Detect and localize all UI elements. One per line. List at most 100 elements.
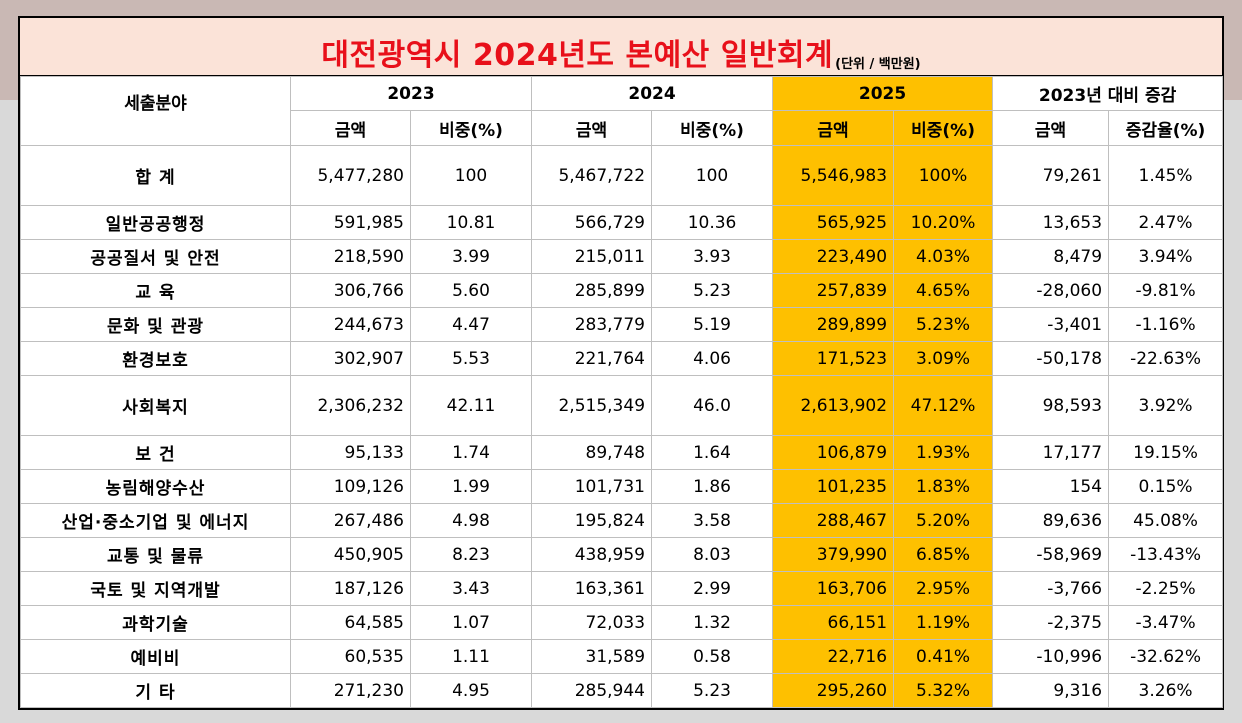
header-row-years: 세출분야 2023 2024 2025 2023년 대비 증감 (20, 76, 1224, 146)
ratio-2023: 5.53 (409, 341, 533, 376)
ratio-2023: 4.95 (409, 673, 533, 708)
amount-2024: 31,589 (531, 639, 653, 674)
amount-2024: 195,824 (531, 503, 653, 538)
table-row: 공공질서 및 안전 218,590 3.99 215,011 3.93 223,… (20, 239, 1224, 274)
ratio-2024: 3.93 (651, 239, 774, 274)
table-row: 과학기술 64,585 1.07 72,033 1.32 66,151 1.19… (20, 605, 1224, 640)
category-name: 사회복지 (20, 375, 291, 436)
amount-2023: 187,126 (290, 571, 411, 606)
ratio-2024: 2.99 (651, 571, 774, 606)
change-rate: 3.92% (1108, 375, 1224, 436)
amount-2025: 257,839 (772, 273, 895, 308)
amount-2024: 221,764 (531, 341, 653, 376)
ratio-2025: 100% (893, 145, 994, 206)
sub-amount: 금액 (772, 110, 895, 146)
header-2025: 2025 (772, 76, 994, 111)
amount-2023: 244,673 (290, 307, 411, 342)
amount-2025: 2,613,902 (772, 375, 895, 436)
sub-ratio: 비중(%) (651, 110, 774, 146)
ratio-2023: 1.07 (409, 605, 533, 640)
header-row-sub: 금액 비중(%) 금액 비중(%) 금액 비중(%) 금액 증감율(%) (21, 110, 1224, 146)
unit-note: (단위 / 백만원) (835, 57, 921, 72)
amount-2024: 89,748 (531, 435, 653, 470)
change-amount: -10,996 (992, 639, 1110, 674)
change-amount: 154 (992, 469, 1110, 504)
change-amount: 17,177 (992, 435, 1110, 470)
ratio-2023: 8.23 (409, 537, 533, 572)
ratio-2024: 4.06 (651, 341, 774, 376)
table-row: 교통 및 물류 450,905 8.23 438,959 8.03 379,99… (20, 537, 1224, 572)
title-bar: 대전광역시 2024년도 본예산 일반회계 (단위 / 백만원) (20, 18, 1222, 76)
table-row: 일반공공행정 591,985 10.81 566,729 10.36 565,9… (20, 205, 1224, 240)
table-row: 교 육 306,766 5.60 285,899 5.23 257,839 4.… (20, 273, 1224, 308)
amount-2025: 22,716 (772, 639, 895, 674)
change-rate: 45.08% (1108, 503, 1224, 538)
ratio-2023: 1.74 (409, 435, 533, 470)
ratio-2023: 100 (409, 145, 533, 206)
amount-2024: 285,899 (531, 273, 653, 308)
ratio-2025: 4.65% (893, 273, 994, 308)
budget-sheet: 대전광역시 2024년도 본예산 일반회계 (단위 / 백만원) 세출분야 202… (18, 16, 1224, 710)
amount-2025: 163,706 (772, 571, 895, 606)
ratio-2025: 5.23% (893, 307, 994, 342)
amount-2023: 5,477,280 (290, 145, 411, 206)
table-body: 합 계 5,477,280 100 5,467,722 100 5,546,98… (20, 145, 1224, 708)
amount-2024: 2,515,349 (531, 375, 653, 436)
ratio-2024: 1.32 (651, 605, 774, 640)
change-rate: 19.15% (1108, 435, 1224, 470)
amount-2025: 101,235 (772, 469, 895, 504)
change-amount: -58,969 (992, 537, 1110, 572)
amount-2023: 591,985 (290, 205, 411, 240)
change-rate: 1.45% (1108, 145, 1224, 206)
amount-2023: 450,905 (290, 537, 411, 572)
change-rate: -9.81% (1108, 273, 1224, 308)
ratio-2025: 0.41% (893, 639, 994, 674)
ratio-2025: 6.85% (893, 537, 994, 572)
sub-amount: 금액 (531, 110, 653, 146)
amount-2025: 289,899 (772, 307, 895, 342)
ratio-2024: 1.64 (651, 435, 774, 470)
category-name: 과학기술 (20, 605, 291, 640)
category-name: 산업·중소기업 및 에너지 (20, 503, 291, 538)
amount-2024: 163,361 (531, 571, 653, 606)
ratio-2023: 3.43 (409, 571, 533, 606)
ratio-2024: 1.86 (651, 469, 774, 504)
amount-2025: 288,467 (772, 503, 895, 538)
change-amount: 79,261 (992, 145, 1110, 206)
change-rate: -2.25% (1108, 571, 1224, 606)
category-name: 보 건 (20, 435, 291, 470)
category-name: 합 계 (20, 145, 291, 206)
amount-2024: 285,944 (531, 673, 653, 708)
change-rate: 3.26% (1108, 673, 1224, 708)
ratio-2024: 5.19 (651, 307, 774, 342)
category-name: 기 타 (20, 673, 291, 708)
table-row: 예비비 60,535 1.11 31,589 0.58 22,716 0.41%… (20, 639, 1224, 674)
table-row: 농림해양수산 109,126 1.99 101,731 1.86 101,235… (20, 469, 1224, 504)
ratio-2024: 46.0 (651, 375, 774, 436)
budget-table: 세출분야 2023 2024 2025 2023년 대비 증감 금액 비중(%)… (20, 76, 1224, 708)
change-amount: -3,766 (992, 571, 1110, 606)
ratio-2025: 5.20% (893, 503, 994, 538)
amount-2025: 106,879 (772, 435, 895, 470)
ratio-2024: 5.23 (651, 673, 774, 708)
amount-2023: 64,585 (290, 605, 411, 640)
amount-2024: 101,731 (531, 469, 653, 504)
ratio-2023: 10.81 (409, 205, 533, 240)
category-name: 공공질서 및 안전 (20, 239, 291, 274)
ratio-2023: 1.99 (409, 469, 533, 504)
category-name: 환경보호 (20, 341, 291, 376)
amount-2024: 283,779 (531, 307, 653, 342)
change-amount: 89,636 (992, 503, 1110, 538)
ratio-2024: 3.58 (651, 503, 774, 538)
amount-2025: 379,990 (772, 537, 895, 572)
change-amount: 13,653 (992, 205, 1110, 240)
header-2023: 2023 (289, 76, 533, 111)
amount-2023: 267,486 (290, 503, 411, 538)
change-amount: 8,479 (992, 239, 1110, 274)
ratio-2023: 1.11 (409, 639, 533, 674)
change-amount: 9,316 (992, 673, 1110, 708)
ratio-2025: 1.19% (893, 605, 994, 640)
ratio-2024: 0.58 (651, 639, 774, 674)
ratio-2025: 5.32% (893, 673, 994, 708)
ratio-2024: 5.23 (651, 273, 774, 308)
